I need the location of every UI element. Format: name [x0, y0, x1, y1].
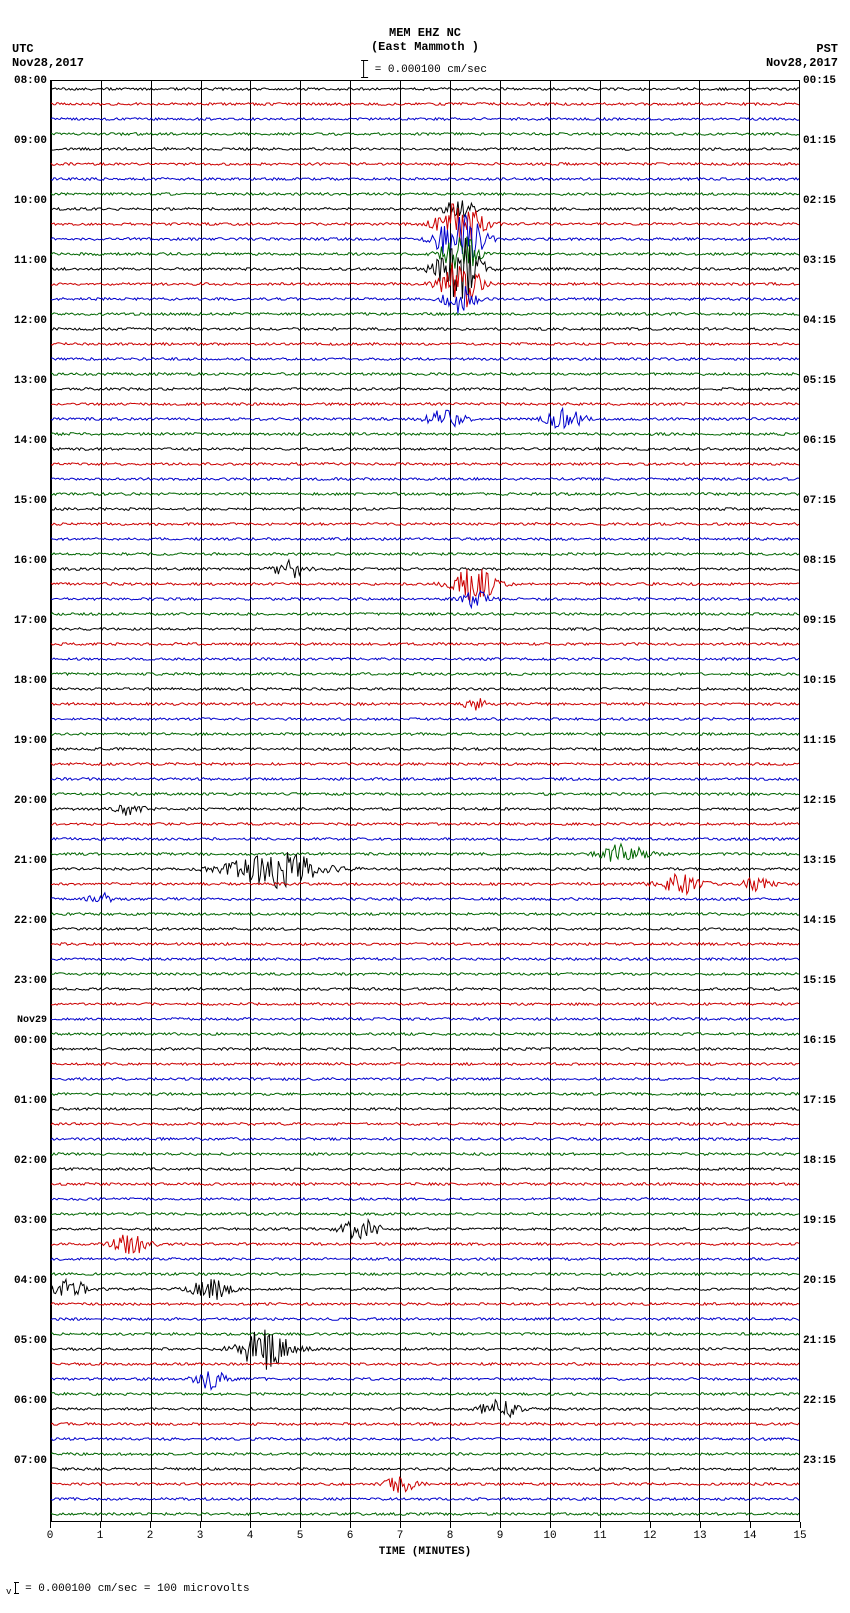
x-tick: [350, 1522, 351, 1528]
left-time-label: 11:00: [14, 256, 47, 267]
gridline: [799, 81, 800, 1521]
right-time-label: 22:15: [803, 1396, 836, 1407]
left-time-label: 16:00: [14, 556, 47, 567]
x-tick: [50, 1522, 51, 1528]
right-time-label: 01:15: [803, 136, 836, 147]
x-tick-label: 4: [247, 1530, 254, 1542]
right-time-label: 04:15: [803, 316, 836, 327]
tz-right-label: PST: [766, 42, 838, 56]
right-time-label: 09:15: [803, 616, 836, 627]
left-time-label: 01:00: [14, 1096, 47, 1107]
x-tick-label: 14: [743, 1530, 756, 1542]
right-time-label: 06:15: [803, 436, 836, 447]
seismic-trace: [51, 1506, 799, 1521]
x-tick-label: 2: [147, 1530, 154, 1542]
right-time-label: 12:15: [803, 796, 836, 807]
x-tick: [600, 1522, 601, 1528]
x-tick-label: 15: [793, 1530, 806, 1542]
right-time-label: 17:15: [803, 1096, 836, 1107]
x-tick: [250, 1522, 251, 1528]
x-tick-label: 0: [47, 1530, 54, 1542]
right-time-label: 03:15: [803, 256, 836, 267]
right-time-label: 00:15: [803, 76, 836, 87]
right-time-label: 23:15: [803, 1456, 836, 1467]
station-line1: MEM EHZ NC: [389, 26, 461, 40]
left-time-label: 06:00: [14, 1396, 47, 1407]
left-time-label: 03:00: [14, 1216, 47, 1227]
right-time-label: 18:15: [803, 1156, 836, 1167]
x-tick: [300, 1522, 301, 1528]
left-time-label: 23:00: [14, 976, 47, 987]
x-tick: [550, 1522, 551, 1528]
x-tick: [400, 1522, 401, 1528]
footer-bar-icon: [15, 1582, 16, 1594]
left-time-label: 22:00: [14, 916, 47, 927]
station-line2: (East Mammoth ): [371, 40, 479, 54]
right-time-label: 21:15: [803, 1336, 836, 1347]
tz-left-label: UTC: [12, 42, 84, 56]
left-time-label: 17:00: [14, 616, 47, 627]
left-time-label: 05:00: [14, 1336, 47, 1347]
x-tick: [750, 1522, 751, 1528]
x-tick-label: 3: [197, 1530, 204, 1542]
left-time-label: 02:00: [14, 1156, 47, 1167]
right-time-label: 16:15: [803, 1036, 836, 1047]
footer-scale: v = 0.000100 cm/sec = 100 microvolts: [6, 1582, 850, 1597]
left-time-label: 21:00: [14, 856, 47, 867]
left-time-label: 19:00: [14, 736, 47, 747]
right-time-label: 13:15: [803, 856, 836, 867]
right-time-label: 19:15: [803, 1216, 836, 1227]
left-time-label: 10:00: [14, 196, 47, 207]
x-tick-label: 12: [643, 1530, 656, 1542]
right-time-label: 14:15: [803, 916, 836, 927]
chart-inner: 08:0009:0010:0011:0012:0013:0014:0015:00…: [51, 81, 799, 1521]
right-time-labels: 00:1501:1502:1503:1504:1505:1506:1507:15…: [801, 81, 849, 1521]
x-tick: [650, 1522, 651, 1528]
x-tick: [100, 1522, 101, 1528]
x-tick-label: 1: [97, 1530, 104, 1542]
left-time-labels: 08:0009:0010:0011:0012:0013:0014:0015:00…: [1, 81, 49, 1521]
right-time-label: 10:15: [803, 676, 836, 687]
left-time-label: 12:00: [14, 316, 47, 327]
left-time-label: 00:00: [14, 1036, 47, 1047]
right-time-label: 05:15: [803, 376, 836, 387]
right-time-label: 15:15: [803, 976, 836, 987]
left-time-label: 20:00: [14, 796, 47, 807]
left-time-label: 04:00: [14, 1276, 47, 1287]
left-time-label: 09:00: [14, 136, 47, 147]
x-tick: [800, 1522, 801, 1528]
seismogram-page: UTC Nov28,2017 MEM EHZ NC (East Mammoth …: [0, 0, 850, 1597]
left-time-label: 18:00: [14, 676, 47, 687]
x-tick-label: 7: [397, 1530, 404, 1542]
x-tick-label: 6: [347, 1530, 354, 1542]
left-time-label: 14:00: [14, 436, 47, 447]
x-tick: [450, 1522, 451, 1528]
chart-area: 08:0009:0010:0011:0012:0013:0014:0015:00…: [50, 80, 800, 1522]
x-tick: [500, 1522, 501, 1528]
x-tick-label: 13: [693, 1530, 706, 1542]
left-time-label: 13:00: [14, 376, 47, 387]
x-tick-label: 9: [497, 1530, 504, 1542]
x-tick: [200, 1522, 201, 1528]
left-time-label: 15:00: [14, 496, 47, 507]
x-tick: [700, 1522, 701, 1528]
right-time-label: 07:15: [803, 496, 836, 507]
x-axis: TIME (MINUTES) 0123456789101112131415: [50, 1522, 800, 1562]
x-tick-label: 8: [447, 1530, 454, 1542]
left-date-label: Nov29: [17, 1016, 47, 1026]
right-time-label: 02:15: [803, 196, 836, 207]
footer-text: = 0.000100 cm/sec = 100 microvolts: [25, 1583, 249, 1595]
right-time-label: 08:15: [803, 556, 836, 567]
x-axis-title: TIME (MINUTES): [379, 1546, 471, 1558]
x-tick-label: 5: [297, 1530, 304, 1542]
right-time-label: 20:15: [803, 1276, 836, 1287]
left-time-label: 07:00: [14, 1456, 47, 1467]
right-time-label: 11:15: [803, 736, 836, 747]
left-time-label: 08:00: [14, 76, 47, 87]
x-tick-label: 10: [543, 1530, 556, 1542]
x-tick-label: 11: [593, 1530, 606, 1542]
x-tick: [150, 1522, 151, 1528]
